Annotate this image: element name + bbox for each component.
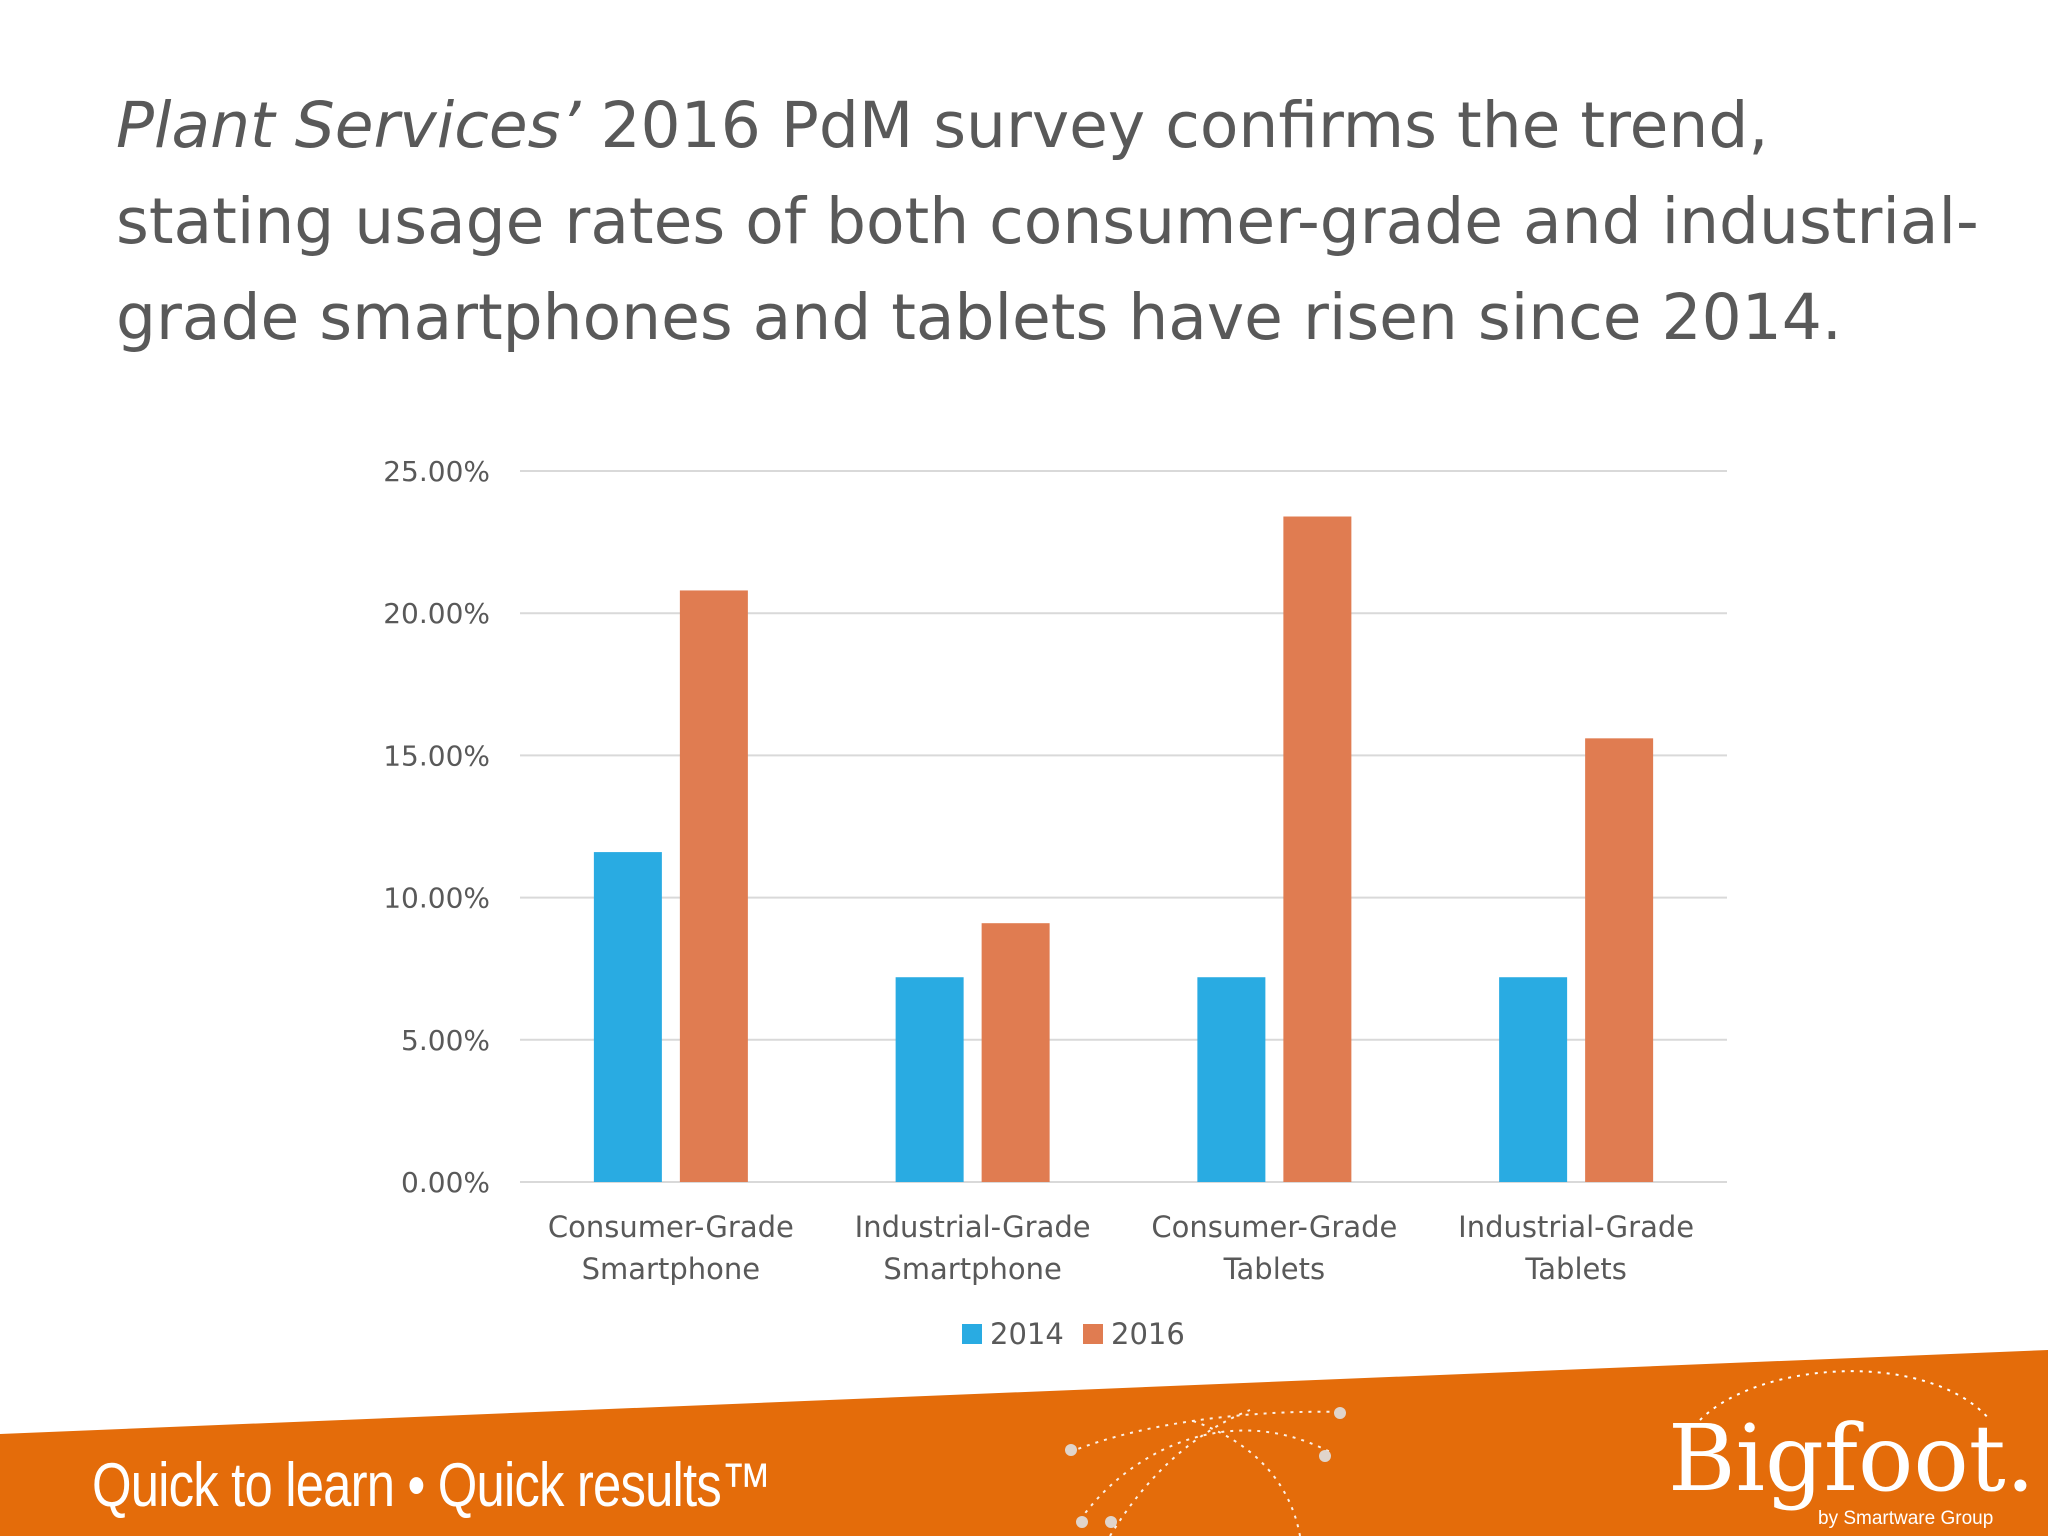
brand-logo: Bigfoot. — [1668, 1405, 2035, 1512]
x-tick-label: Smartphone — [582, 1252, 760, 1286]
y-tick-label: 10.00% — [383, 882, 490, 915]
x-tick-label: Tablets — [1223, 1252, 1325, 1286]
x-tick-label: Tablets — [1524, 1252, 1626, 1286]
slide-title: Plant Services’ 2016 PdM survey confirms… — [116, 78, 1996, 366]
bar-2014 — [1197, 977, 1266, 1182]
legend-label: 2016 — [1111, 1317, 1185, 1351]
bar-2016 — [679, 590, 748, 1182]
bar-2014 — [593, 852, 662, 1182]
bar-2016 — [981, 923, 1050, 1182]
brand-subtitle: by Smartware Group — [1818, 1508, 1994, 1529]
y-tick-label: 15.00% — [383, 739, 490, 772]
bar-2014 — [895, 977, 964, 1182]
y-tick-label: 20.00% — [383, 597, 490, 630]
title-rest: 2016 PdM survey confirms the trend, stat… — [116, 89, 1979, 354]
legend-label: 2014 — [990, 1317, 1064, 1351]
x-tick-label: Smartphone — [883, 1252, 1061, 1286]
x-tick-label: Industrial-Grade — [855, 1210, 1091, 1244]
legend-swatch — [1083, 1324, 1103, 1344]
x-axis-labels: Consumer-Grade Smartphone Industrial-Grade… — [548, 1210, 1694, 1286]
x-tick-label: Industrial-Grade — [1458, 1210, 1694, 1244]
footer-tagline: Quick to learn • Quick results™ — [92, 1451, 772, 1520]
chart-legend: 2014 2016 — [962, 1317, 1185, 1351]
y-tick-label: 0.00% — [401, 1166, 490, 1199]
x-tick-label: Consumer-Grade — [1151, 1210, 1397, 1244]
x-tick-label: Consumer-Grade — [548, 1210, 794, 1244]
y-tick-label: 5.00% — [401, 1024, 490, 1057]
title-italic: Plant Services’ — [116, 89, 581, 162]
bar-2016 — [1585, 738, 1654, 1182]
y-tick-label: 25.00% — [383, 455, 490, 488]
legend-swatch — [962, 1324, 982, 1344]
y-axis-labels: 0.00% 5.00% 10.00% 15.00% 20.00% 25.00% — [383, 455, 490, 1199]
bar-2016 — [1283, 516, 1352, 1182]
chart-bars — [593, 516, 1654, 1182]
bar-2014 — [1499, 977, 1568, 1182]
